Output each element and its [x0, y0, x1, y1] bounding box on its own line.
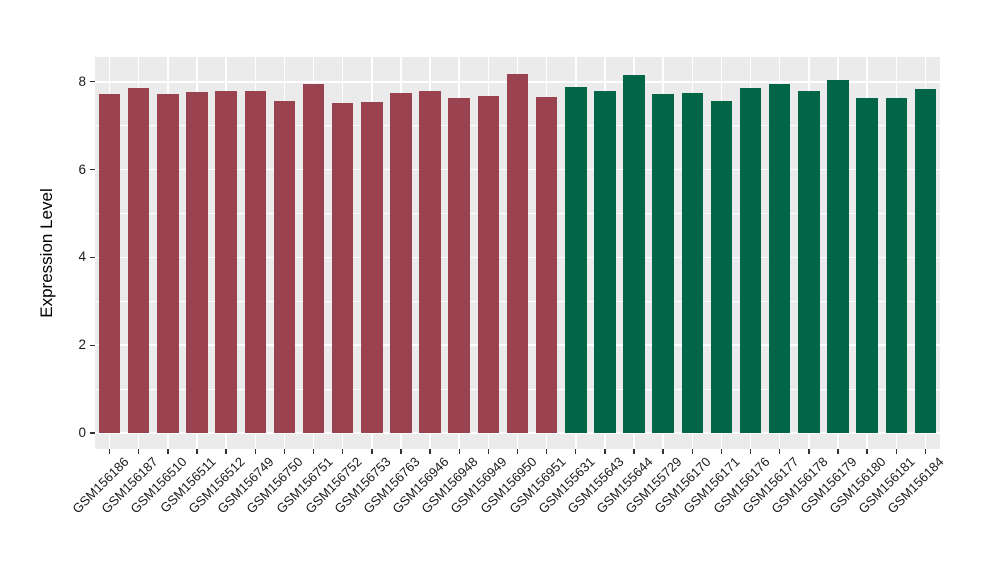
- x-tick-mark: [924, 449, 927, 454]
- y-tick-mark: [90, 168, 95, 171]
- x-tick-mark: [429, 449, 431, 454]
- x-tick-mark: [341, 449, 344, 454]
- bar-GSM156186: [98, 93, 121, 433]
- bar-GSM156180: [856, 98, 878, 433]
- y-tick-label: 6: [78, 161, 86, 177]
- x-tick-mark: [371, 449, 373, 454]
- y-tick-label: 4: [78, 249, 86, 265]
- x-tick-mark: [283, 449, 286, 454]
- bar-GSM156946: [419, 90, 441, 433]
- bar-GSM156511: [186, 91, 208, 433]
- y-tick-label: 2: [78, 337, 86, 353]
- y-tick-mark: [90, 256, 95, 259]
- x-tick-mark: [808, 449, 810, 454]
- y-tick-mark: [90, 344, 95, 346]
- bar-GSM156951: [535, 97, 558, 433]
- plot-panel: [95, 57, 940, 449]
- x-tick-mark: [196, 449, 198, 454]
- x-tick-mark: [516, 449, 519, 454]
- bar-GSM156184: [914, 89, 937, 433]
- x-tick-mark: [254, 449, 256, 454]
- x-tick-mark: [895, 449, 897, 454]
- bar-GSM156176: [739, 88, 762, 433]
- bar-GSM156749: [244, 90, 266, 433]
- x-tick-mark: [545, 449, 548, 454]
- bar-GSM156177: [768, 83, 791, 433]
- bar-GSM155631: [565, 87, 587, 433]
- y-tick-label: 8: [78, 73, 86, 89]
- x-tick-mark: [312, 449, 315, 454]
- x-tick-mark: [487, 449, 490, 454]
- bar-GSM156170: [681, 92, 704, 433]
- bar-GSM156763: [390, 92, 412, 433]
- x-tick-mark: [837, 449, 839, 454]
- x-tick-mark: [225, 449, 227, 454]
- bar-GSM156178: [798, 91, 820, 433]
- x-tick-mark: [400, 449, 402, 454]
- bar-GSM156751: [302, 84, 325, 433]
- bar-GSM156512: [215, 90, 237, 433]
- bar-GSM156752: [331, 103, 354, 433]
- y-tick-mark: [90, 81, 95, 83]
- bar-GSM155643: [594, 91, 616, 433]
- x-tick-mark: [458, 449, 460, 454]
- x-tick-mark: [633, 449, 635, 454]
- bar-GSM155644: [623, 74, 645, 433]
- x-tick-mark: [779, 449, 781, 454]
- bar-GSM156187: [127, 87, 150, 433]
- x-tick-mark: [604, 449, 606, 454]
- bar-GSM155729: [652, 94, 674, 433]
- bar-GSM156750: [273, 100, 296, 433]
- x-tick-mark: [108, 449, 111, 454]
- bar-GSM156950: [506, 74, 529, 433]
- x-tick-mark: [691, 449, 694, 454]
- bar-GSM156510: [157, 94, 179, 433]
- bar-GSM156948: [448, 98, 470, 433]
- x-tick-mark: [138, 449, 140, 454]
- x-tick-mark: [720, 449, 723, 454]
- y-tick-label: 0: [78, 425, 86, 440]
- x-tick-mark: [749, 449, 752, 454]
- bar-GSM156179: [827, 80, 849, 433]
- bar-GSM156181: [885, 98, 908, 433]
- x-tick-mark: [866, 449, 868, 454]
- x-tick-mark: [575, 449, 577, 454]
- x-tick-mark: [662, 449, 664, 454]
- bar-GSM156949: [477, 95, 500, 433]
- x-tick-mark: [167, 449, 169, 454]
- bar-GSM156753: [361, 102, 383, 433]
- bar-GSM156171: [710, 100, 733, 433]
- y-tick-mark: [90, 432, 95, 434]
